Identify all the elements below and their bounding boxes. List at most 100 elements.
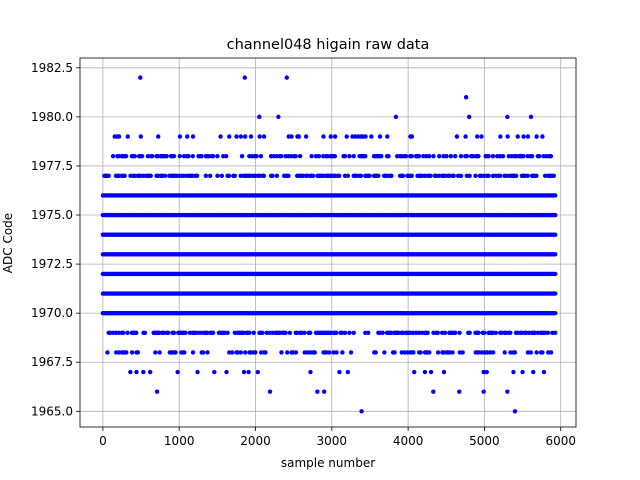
- data-point: [534, 350, 539, 355]
- data-point: [409, 173, 414, 178]
- data-point: [138, 134, 144, 139]
- data-point: [479, 134, 484, 139]
- data-point: [528, 114, 534, 120]
- data-point: [135, 350, 141, 355]
- data-point: [505, 134, 510, 139]
- data-point: [332, 134, 338, 139]
- data-point: [541, 369, 547, 375]
- data-point: [261, 134, 267, 139]
- data-point: [261, 173, 267, 178]
- data-point: [225, 330, 230, 335]
- data-point: [528, 350, 534, 355]
- data-point: [382, 350, 387, 355]
- data-point: [427, 350, 432, 355]
- data-point: [512, 409, 518, 414]
- data-point: [411, 350, 416, 355]
- data-point: [431, 153, 436, 159]
- data-point: [227, 134, 232, 139]
- data-point: [458, 153, 464, 159]
- data-point: [134, 330, 139, 335]
- chart-title: channel048 higain raw data: [227, 37, 430, 53]
- data-point: [334, 330, 339, 335]
- data-point: [232, 173, 238, 178]
- data-point: [422, 369, 428, 375]
- x-tick-label: 0: [99, 434, 107, 448]
- data-point: [257, 114, 262, 120]
- data-point: [400, 173, 406, 178]
- data-point: [493, 330, 498, 335]
- data-point: [453, 330, 458, 335]
- data-point: [123, 153, 129, 159]
- data-point: [358, 173, 364, 178]
- data-point: [521, 134, 526, 139]
- data-point: [359, 409, 364, 414]
- data-point: [351, 330, 356, 335]
- x-tick-label: 6000: [545, 434, 576, 448]
- data-point: [138, 75, 143, 80]
- data-point: [120, 330, 126, 335]
- data-point: [460, 350, 465, 355]
- data-point: [529, 153, 535, 159]
- data-point: [234, 134, 239, 139]
- data-point: [141, 369, 146, 375]
- data-points: [100, 75, 558, 414]
- data-point: [476, 330, 481, 335]
- x-axis-label: sample number: [281, 456, 375, 470]
- data-point: [310, 173, 316, 178]
- data-point: [363, 134, 368, 139]
- data-point: [453, 153, 458, 159]
- data-point: [258, 153, 264, 159]
- data-point: [540, 350, 545, 355]
- data-point: [545, 330, 551, 335]
- data-point: [195, 369, 200, 375]
- data-point: [255, 369, 260, 375]
- data-point: [253, 350, 258, 355]
- data-point: [525, 134, 531, 139]
- data-point: [293, 350, 299, 355]
- data-point: [484, 369, 489, 375]
- data-point: [534, 173, 539, 178]
- axis-ticks: 0 1000 2000 3000 4000 5000 6000 1965.0 1967.5 197…: [31, 61, 576, 448]
- data-point: [553, 232, 558, 237]
- x-tick-label: 3000: [317, 434, 348, 448]
- data-point: [534, 134, 539, 139]
- data-point: [416, 153, 422, 159]
- x-tick-label: 2000: [240, 434, 271, 448]
- data-point: [332, 153, 338, 159]
- data-point: [156, 134, 161, 139]
- data-point: [334, 350, 339, 355]
- data-point: [457, 389, 462, 394]
- data-point: [448, 153, 454, 159]
- data-point: [389, 173, 394, 178]
- data-point: [377, 134, 383, 139]
- data-point: [437, 153, 442, 159]
- data-point: [380, 330, 385, 335]
- data-point: [226, 173, 232, 178]
- data-point: [154, 389, 160, 394]
- y-tick-label: 1965.0: [31, 404, 73, 418]
- data-point: [110, 153, 116, 159]
- data-point: [210, 153, 216, 159]
- data-point: [511, 369, 516, 375]
- data-point: [321, 389, 327, 394]
- data-point: [418, 350, 423, 355]
- data-point: [190, 153, 195, 159]
- data-point: [308, 369, 313, 375]
- data-point: [520, 369, 525, 375]
- data-point: [512, 350, 518, 355]
- data-point: [203, 173, 209, 178]
- data-point: [348, 350, 354, 355]
- data-point: [124, 350, 129, 355]
- data-point: [347, 153, 352, 159]
- data-point: [531, 369, 536, 375]
- data-point: [551, 173, 556, 178]
- data-point: [297, 153, 303, 159]
- data-point: [342, 153, 348, 159]
- data-point: [486, 173, 491, 178]
- data-point: [548, 350, 554, 355]
- data-point: [260, 330, 265, 335]
- data-point: [199, 153, 204, 159]
- data-point: [148, 173, 153, 178]
- data-point: [285, 350, 290, 355]
